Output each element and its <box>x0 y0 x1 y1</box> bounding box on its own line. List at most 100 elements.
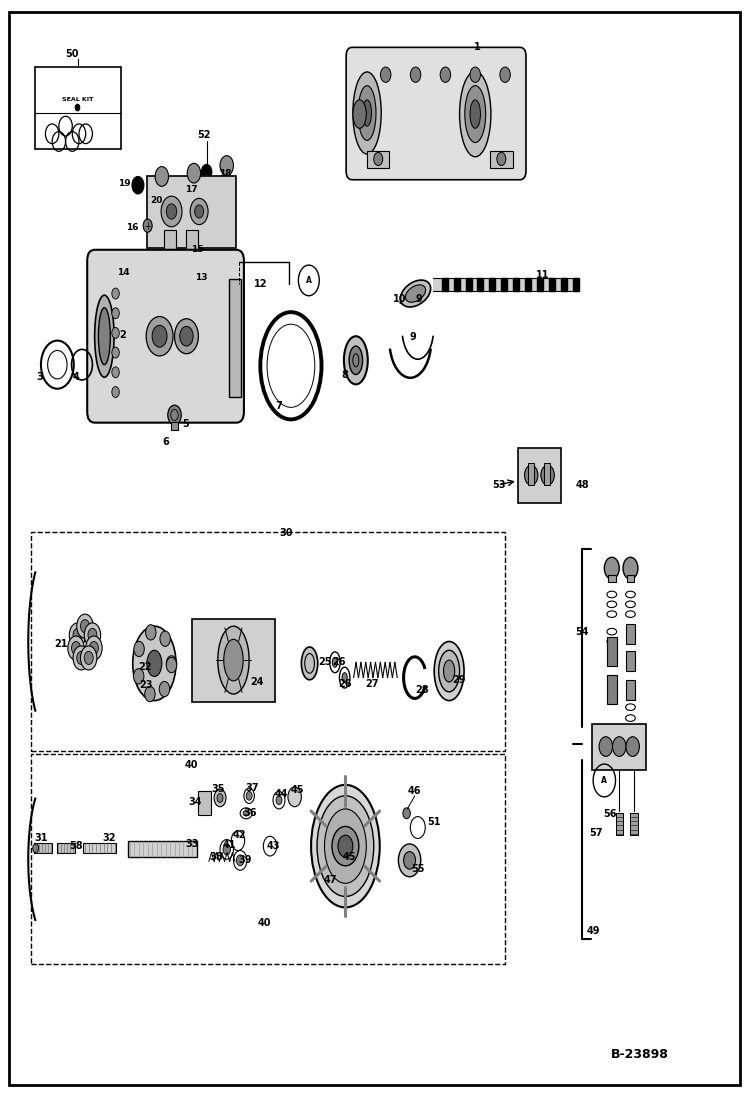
Ellipse shape <box>342 672 348 682</box>
Text: 37: 37 <box>246 783 259 793</box>
Circle shape <box>604 557 619 579</box>
Circle shape <box>374 152 383 166</box>
Text: 10: 10 <box>393 294 407 304</box>
Text: 47: 47 <box>324 875 337 885</box>
Bar <box>31 532 505 751</box>
Bar <box>616 813 623 835</box>
Bar <box>607 676 617 704</box>
Text: 38: 38 <box>210 852 223 862</box>
Text: 56: 56 <box>603 810 616 819</box>
Bar <box>518 448 561 502</box>
Bar <box>229 280 241 397</box>
Bar <box>608 575 616 583</box>
Text: SEAL KIT: SEAL KIT <box>62 98 93 102</box>
Circle shape <box>146 317 173 355</box>
Bar <box>367 151 389 168</box>
Circle shape <box>80 620 89 633</box>
Circle shape <box>68 636 84 660</box>
Circle shape <box>626 737 640 757</box>
Text: 28: 28 <box>416 685 429 694</box>
Text: 57: 57 <box>589 828 603 838</box>
Bar <box>31 755 505 964</box>
Text: 30: 30 <box>279 528 293 539</box>
Text: 58: 58 <box>69 841 83 851</box>
Text: 36: 36 <box>243 808 257 818</box>
Circle shape <box>180 327 193 346</box>
Circle shape <box>72 642 80 655</box>
Text: 3: 3 <box>37 372 43 382</box>
Text: B-23898: B-23898 <box>610 1048 668 1061</box>
Circle shape <box>338 835 353 857</box>
Text: 11: 11 <box>536 270 549 280</box>
Circle shape <box>155 167 169 186</box>
Circle shape <box>145 687 155 702</box>
Text: 9: 9 <box>410 332 416 342</box>
Bar <box>187 230 198 270</box>
Circle shape <box>168 405 181 425</box>
Text: 26: 26 <box>338 679 351 689</box>
Circle shape <box>541 465 554 485</box>
Ellipse shape <box>401 280 431 307</box>
Text: 45: 45 <box>291 785 304 795</box>
Text: 49: 49 <box>586 927 600 937</box>
Circle shape <box>112 308 119 319</box>
Text: A: A <box>601 776 607 785</box>
Text: 20: 20 <box>151 196 163 205</box>
Circle shape <box>33 844 39 852</box>
Text: 25: 25 <box>318 657 332 667</box>
Circle shape <box>223 844 231 855</box>
Circle shape <box>214 789 226 806</box>
Bar <box>626 652 635 671</box>
Ellipse shape <box>344 336 368 384</box>
Text: 1: 1 <box>474 43 481 53</box>
Ellipse shape <box>443 660 455 682</box>
Ellipse shape <box>133 626 176 701</box>
Circle shape <box>613 737 626 757</box>
Text: 32: 32 <box>103 834 116 844</box>
Text: 27: 27 <box>365 679 378 689</box>
Circle shape <box>195 205 204 218</box>
Circle shape <box>112 289 119 299</box>
Circle shape <box>276 795 282 804</box>
Circle shape <box>288 787 301 806</box>
Circle shape <box>161 196 182 227</box>
Circle shape <box>132 177 144 194</box>
Circle shape <box>403 807 410 818</box>
Circle shape <box>470 67 480 82</box>
Text: 35: 35 <box>211 784 225 794</box>
Text: 46: 46 <box>408 787 422 796</box>
Circle shape <box>190 199 208 225</box>
Text: 7: 7 <box>276 402 282 411</box>
Text: 12: 12 <box>255 279 268 289</box>
Bar <box>192 619 275 702</box>
Circle shape <box>160 681 170 697</box>
Text: 2: 2 <box>120 330 127 340</box>
Text: 9: 9 <box>416 294 422 304</box>
Circle shape <box>524 465 538 485</box>
Text: 23: 23 <box>139 680 153 690</box>
Ellipse shape <box>301 647 318 680</box>
Circle shape <box>332 826 359 866</box>
Circle shape <box>73 629 82 642</box>
Text: 51: 51 <box>428 817 441 827</box>
Text: 24: 24 <box>250 677 264 687</box>
Bar <box>171 421 178 430</box>
Circle shape <box>599 737 613 757</box>
Ellipse shape <box>405 285 425 303</box>
Circle shape <box>440 67 451 82</box>
Ellipse shape <box>353 100 366 128</box>
Text: 42: 42 <box>233 830 246 840</box>
Text: 54: 54 <box>575 626 589 636</box>
Text: 22: 22 <box>139 661 152 671</box>
Bar <box>203 174 210 192</box>
Ellipse shape <box>363 100 372 126</box>
Circle shape <box>410 67 421 82</box>
Bar <box>607 637 617 666</box>
Ellipse shape <box>434 642 464 701</box>
Bar <box>57 842 74 852</box>
Text: 26: 26 <box>333 657 346 667</box>
Circle shape <box>217 793 223 802</box>
Circle shape <box>166 656 177 671</box>
Circle shape <box>623 557 638 579</box>
Bar <box>433 279 578 292</box>
